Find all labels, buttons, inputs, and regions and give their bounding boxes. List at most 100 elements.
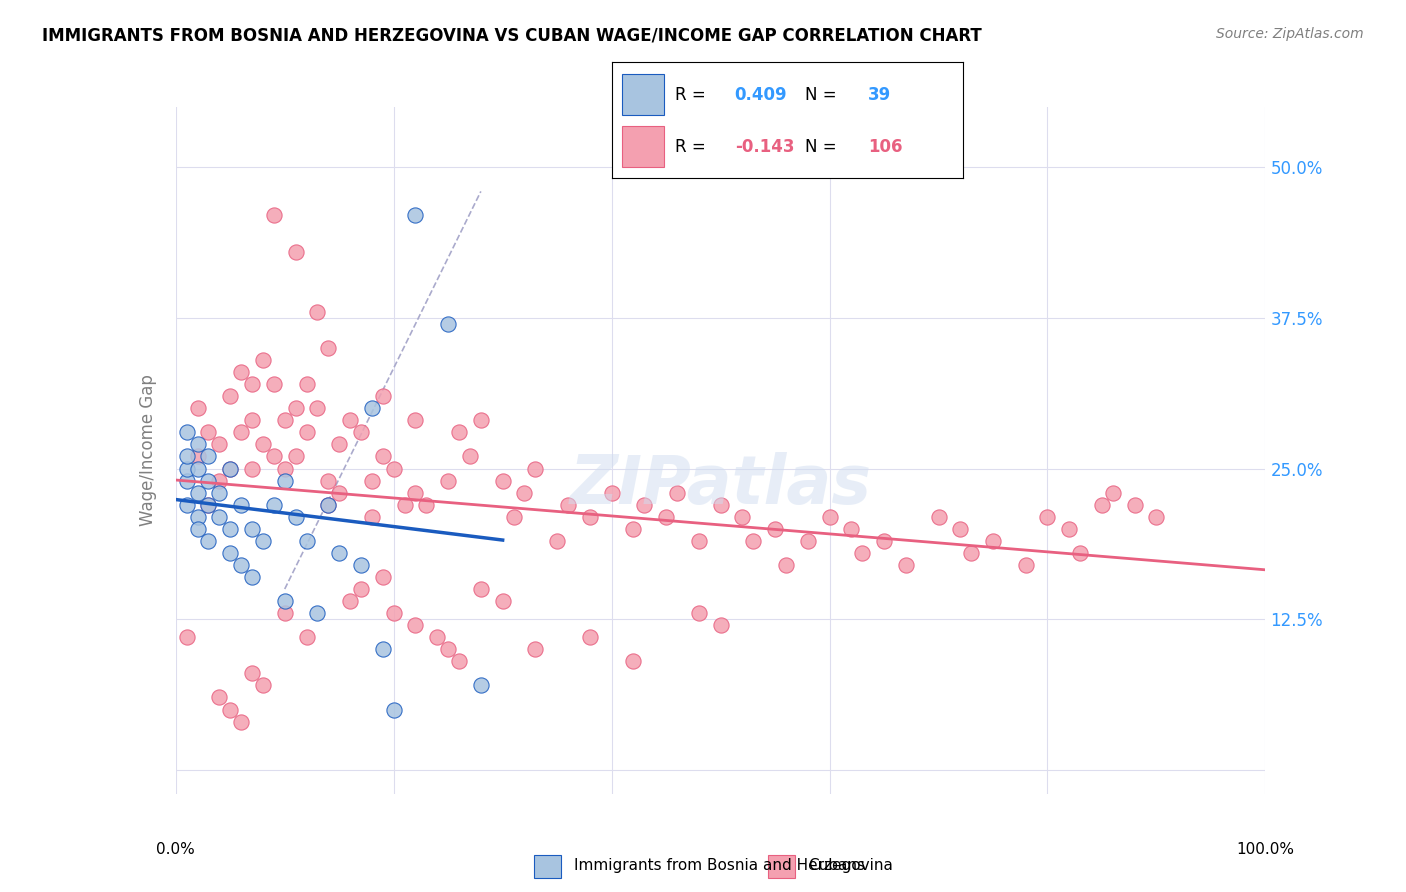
Point <box>295 533 318 548</box>
Text: N =: N = <box>806 138 842 156</box>
Point <box>1015 558 1038 572</box>
Point <box>263 209 285 223</box>
Text: Immigrants from Bosnia and Herzegovina: Immigrants from Bosnia and Herzegovina <box>574 858 893 872</box>
Point <box>284 244 307 259</box>
Point <box>873 533 896 548</box>
Point <box>437 642 460 657</box>
Point <box>274 461 297 475</box>
Point <box>415 498 437 512</box>
Point <box>176 474 198 488</box>
Point <box>186 401 209 416</box>
Text: 0.409: 0.409 <box>734 86 787 103</box>
Text: N =: N = <box>806 86 842 103</box>
Point <box>470 413 492 427</box>
Point <box>524 642 547 657</box>
Point <box>655 509 678 524</box>
Point <box>231 714 253 729</box>
Point <box>492 474 515 488</box>
Point <box>796 533 818 548</box>
Point <box>470 582 492 596</box>
Point <box>600 485 623 500</box>
Text: 100.0%: 100.0% <box>1236 842 1295 857</box>
Point <box>1069 546 1091 560</box>
Point <box>197 498 219 512</box>
Point <box>197 498 219 512</box>
Point <box>295 425 318 440</box>
Point <box>318 474 340 488</box>
Point <box>458 450 481 464</box>
Point <box>775 558 797 572</box>
Point <box>360 401 382 416</box>
Text: -0.143: -0.143 <box>734 138 794 156</box>
Point <box>176 450 198 464</box>
Point <box>284 401 307 416</box>
Point <box>579 630 602 644</box>
Point <box>284 450 307 464</box>
Point <box>208 474 231 488</box>
Point <box>284 509 307 524</box>
Point <box>328 485 350 500</box>
Point <box>621 654 644 668</box>
Point <box>307 606 329 620</box>
Point <box>176 630 198 644</box>
Point <box>371 570 394 584</box>
Point <box>208 437 231 451</box>
Point <box>328 437 350 451</box>
Point <box>524 461 547 475</box>
Point <box>307 401 329 416</box>
Point <box>219 389 242 403</box>
Text: Cubans: Cubans <box>808 858 865 872</box>
Point <box>447 425 470 440</box>
Point <box>621 522 644 536</box>
Point <box>318 498 340 512</box>
Point <box>197 450 219 464</box>
Point <box>405 209 427 223</box>
Point <box>360 474 382 488</box>
Point <box>1057 522 1080 536</box>
Point <box>295 377 318 392</box>
Point <box>688 533 710 548</box>
Point <box>382 606 405 620</box>
Point <box>219 461 242 475</box>
Point <box>502 509 524 524</box>
Text: Source: ZipAtlas.com: Source: ZipAtlas.com <box>1216 27 1364 41</box>
Point <box>274 594 297 608</box>
Point <box>546 533 568 548</box>
Text: 106: 106 <box>869 138 903 156</box>
Point <box>1102 485 1125 500</box>
Point <box>186 485 209 500</box>
Point <box>197 533 219 548</box>
Point <box>197 425 219 440</box>
Text: R =: R = <box>675 138 711 156</box>
Text: R =: R = <box>675 86 711 103</box>
Point <box>274 413 297 427</box>
Point <box>949 522 972 536</box>
Point <box>186 522 209 536</box>
Point <box>960 546 983 560</box>
Point <box>371 389 394 403</box>
Point <box>350 582 373 596</box>
Point <box>186 450 209 464</box>
Point <box>513 485 536 500</box>
Point <box>328 546 350 560</box>
Point <box>252 533 274 548</box>
Point <box>263 450 285 464</box>
Point <box>470 678 492 692</box>
Bar <box>768 855 794 878</box>
Point <box>219 461 242 475</box>
Point <box>851 546 873 560</box>
Bar <box>621 74 665 114</box>
Point <box>405 485 427 500</box>
Point <box>240 570 263 584</box>
Text: 0.0%: 0.0% <box>156 842 195 857</box>
Point <box>240 522 263 536</box>
Point <box>208 485 231 500</box>
Point <box>981 533 1004 548</box>
Point <box>1091 498 1114 512</box>
Point <box>240 413 263 427</box>
Point <box>371 450 394 464</box>
Point <box>231 498 253 512</box>
Point <box>252 353 274 368</box>
Point <box>186 437 209 451</box>
Point <box>405 618 427 632</box>
